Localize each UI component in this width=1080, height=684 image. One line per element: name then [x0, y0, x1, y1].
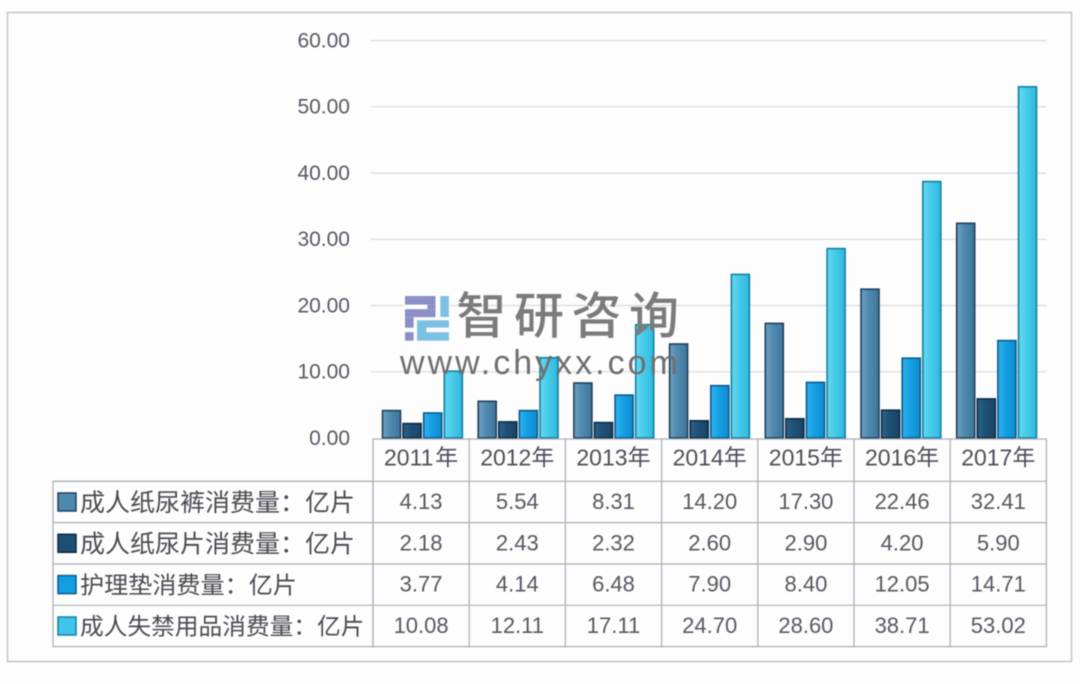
svg-text:12.05: 12.05: [875, 572, 930, 597]
svg-text:17.30: 17.30: [778, 489, 833, 514]
svg-text:22.46: 22.46: [875, 489, 930, 514]
svg-text:28.60: 28.60: [778, 613, 833, 638]
svg-text:2015: 2015: [769, 444, 820, 470]
svg-text:2.18: 2.18: [400, 530, 443, 555]
svg-text:4.20: 4.20: [881, 530, 924, 555]
svg-text:4.13: 4.13: [400, 489, 443, 514]
svg-text:10.08: 10.08: [394, 613, 449, 638]
svg-text:10.00: 10.00: [297, 361, 350, 384]
svg-text:2011: 2011: [384, 444, 433, 470]
svg-text:8.40: 8.40: [784, 572, 827, 597]
svg-text:www.chyxx.com: www.chyxx.com: [399, 344, 681, 382]
svg-text:50.00: 50.00: [297, 96, 350, 119]
svg-text:2014: 2014: [673, 444, 724, 470]
svg-text:0.00: 0.00: [309, 427, 350, 450]
svg-text:5.54: 5.54: [496, 489, 539, 514]
svg-text:40.00: 40.00: [297, 162, 350, 185]
svg-text:17.11: 17.11: [587, 613, 640, 638]
svg-text:60.00: 60.00: [297, 29, 350, 52]
svg-text:5.90: 5.90: [977, 530, 1020, 555]
svg-text:2016: 2016: [865, 444, 916, 470]
svg-text:6.48: 6.48: [592, 572, 635, 597]
svg-text:8.31: 8.31: [592, 489, 635, 514]
svg-text:4.14: 4.14: [496, 572, 539, 597]
svg-text:2012: 2012: [480, 444, 531, 470]
svg-text:3.77: 3.77: [400, 572, 443, 597]
svg-text:14.20: 14.20: [682, 489, 737, 514]
svg-text:12.11: 12.11: [491, 613, 544, 638]
svg-text:7.90: 7.90: [688, 572, 731, 597]
svg-text:30.00: 30.00: [297, 228, 350, 251]
svg-text:53.02: 53.02: [971, 613, 1026, 638]
svg-text:24.70: 24.70: [682, 613, 737, 638]
svg-text:14.71: 14.71: [971, 572, 1026, 597]
svg-text:20.00: 20.00: [297, 294, 350, 317]
svg-text:2.60: 2.60: [688, 530, 731, 555]
svg-text:2017: 2017: [961, 444, 1012, 470]
svg-text:2.32: 2.32: [592, 530, 635, 555]
svg-text:2013: 2013: [576, 444, 627, 470]
svg-text:32.41: 32.41: [971, 489, 1026, 514]
svg-text:38.71: 38.71: [875, 613, 930, 638]
svg-text:2.43: 2.43: [496, 530, 539, 555]
svg-text:2.90: 2.90: [784, 530, 827, 555]
